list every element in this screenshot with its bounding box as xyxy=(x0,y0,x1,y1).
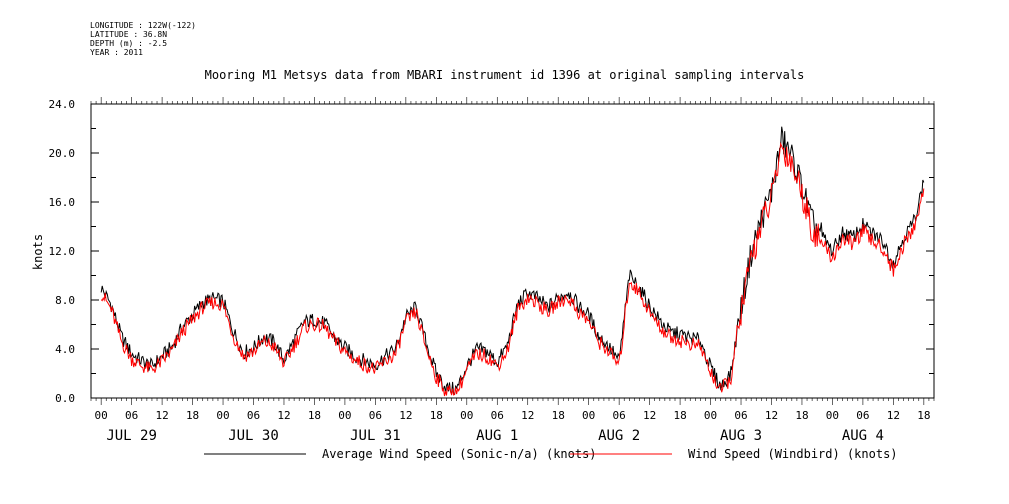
x-hour-label: 00 xyxy=(826,409,839,422)
y-tick-label: 0.0 xyxy=(55,392,75,405)
x-hour-label: 12 xyxy=(155,409,168,422)
longitude-text: LONGITUDE : 122W(-122) xyxy=(90,21,196,30)
x-hour-label: 12 xyxy=(277,409,290,422)
legend-label-sonic: Average Wind Speed (Sonic-n/a) (knots) xyxy=(322,447,597,461)
x-day-label: JUL 29 xyxy=(106,428,157,444)
x-hour-label: 06 xyxy=(369,409,382,422)
x-hour-label: 00 xyxy=(582,409,595,422)
x-hour-label: 18 xyxy=(673,409,686,422)
depth-text: DEPTH (m) : -2.5 xyxy=(90,39,168,48)
x-hour-label: 18 xyxy=(795,409,808,422)
x-day-label: AUG 2 xyxy=(598,428,640,444)
x-day-label: AUG 3 xyxy=(720,428,762,444)
y-tick-label: 4.0 xyxy=(55,343,75,356)
x-hour-label: 18 xyxy=(552,409,565,422)
x-hour-label: 12 xyxy=(521,409,534,422)
y-tick-label: 20.0 xyxy=(49,147,76,160)
x-hour-label: 12 xyxy=(643,409,656,422)
x-hour-label: 18 xyxy=(430,409,443,422)
year-text: YEAR : 2011 xyxy=(90,48,143,57)
series-line-windbird xyxy=(100,141,925,397)
legend: Average Wind Speed (Sonic-n/a) (knots) W… xyxy=(204,447,898,461)
x-day-label: AUG 1 xyxy=(476,428,518,444)
series-layer xyxy=(100,126,925,397)
x-day-label: JUL 31 xyxy=(350,428,401,444)
y-axis: 0.0 4.0 8.0 12.0 16.0 20.0 24.0 xyxy=(49,98,934,405)
x-day-label: JUL 30 xyxy=(228,428,279,444)
x-hour-label: 18 xyxy=(308,409,321,422)
metadata-block: LONGITUDE : 122W(-122) LATITUDE : 36.8N … xyxy=(90,21,196,57)
x-hour-label: 00 xyxy=(704,409,717,422)
x-hour-label: 06 xyxy=(491,409,504,422)
x-hour-label: 18 xyxy=(917,409,930,422)
y-tick-label: 24.0 xyxy=(49,98,76,111)
x-hour-label: 06 xyxy=(734,409,747,422)
x-hour-label: 12 xyxy=(765,409,778,422)
series-line-sonic xyxy=(100,126,925,396)
x-hour-label: 00 xyxy=(216,409,229,422)
latitude-text: LATITUDE : 36.8N xyxy=(90,30,168,39)
x-hour-label: 00 xyxy=(460,409,473,422)
x-hour-label: 12 xyxy=(887,409,900,422)
y-axis-label: knots xyxy=(31,234,45,270)
y-tick-label: 12.0 xyxy=(49,245,76,258)
x-hour-label: 06 xyxy=(125,409,138,422)
x-day-label: AUG 4 xyxy=(842,428,884,444)
x-hour-label: 18 xyxy=(186,409,199,422)
x-hour-label: 00 xyxy=(338,409,351,422)
y-tick-label: 8.0 xyxy=(55,294,75,307)
x-hour-label: 00 xyxy=(95,409,108,422)
x-hour-label: 06 xyxy=(856,409,869,422)
y-tick-label: 16.0 xyxy=(49,196,76,209)
x-axis: 00 06 12 18 00 06 12 18 00 06 12 18 00 06 12 18 00 06 12 18… xyxy=(90,97,935,444)
x-hour-label: 06 xyxy=(247,409,260,422)
chart-title: Mooring M1 Metsys data from MBARI instru… xyxy=(204,68,805,82)
x-hour-label: 12 xyxy=(399,409,412,422)
legend-label-windbird: Wind Speed (Windbird) (knots) xyxy=(688,447,898,461)
plot-frame xyxy=(90,103,935,399)
x-hour-label: 06 xyxy=(613,409,626,422)
